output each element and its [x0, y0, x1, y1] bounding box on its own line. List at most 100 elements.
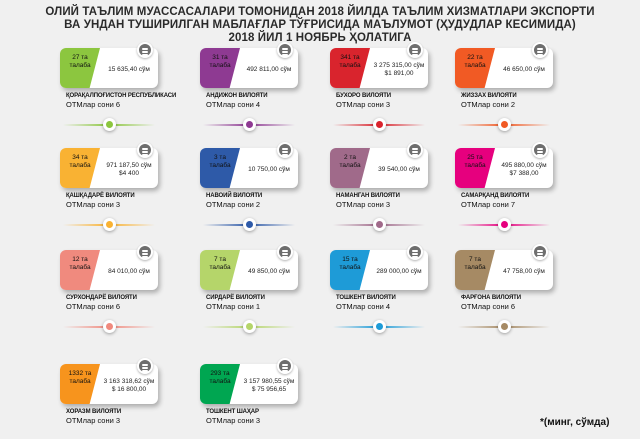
- region-name: ТОШКЕНТ ШАҲАР: [206, 409, 259, 415]
- otm-count-label: ОТМлар сони: [206, 302, 254, 311]
- student-count: 22 та талаба: [464, 54, 486, 69]
- otm-count-value: 3: [385, 200, 391, 209]
- connector-dot: [498, 320, 511, 333]
- title-line-3: 2018 ЙИЛ 1 НОЯБРЬ ҲОЛАТИГА: [228, 32, 412, 44]
- connector-dot: [243, 218, 256, 231]
- otm-count-label: ОТМлар сони: [66, 100, 114, 109]
- region-name: БУХОРО ВИЛОЯТИ: [336, 93, 391, 99]
- amount-sum: 84 010,00 сўм: [108, 268, 150, 275]
- amount-sum: 46 650,00 сўм: [503, 66, 545, 73]
- otm-count-label: ОТМлар сони: [206, 100, 254, 109]
- otm-count: ОТМлар сони 6: [461, 302, 576, 311]
- amount-sum: 3 275 315,00 сўм: [373, 62, 425, 69]
- region-name: ҚАШҚАДАРЁ ВИЛОЯТИ: [66, 193, 135, 199]
- region-name: ҚОРАҚАЛПОҒИСТОН РЕСПУБЛИКАСИ: [66, 93, 177, 99]
- otm-count: ОТМлар сони 3: [206, 416, 321, 425]
- region-name: ФАРҒОНА ВИЛОЯТИ: [461, 295, 521, 301]
- region-card: 2 та талаба 39 540,00 сўм: [330, 142, 428, 188]
- otm-count-value: 1: [255, 302, 261, 311]
- connector-dot: [103, 118, 116, 131]
- region-card: 15 та талаба 289 000,00 сўм: [330, 244, 428, 290]
- otm-count-value: 4: [385, 302, 391, 311]
- amount-block: 492 811,00 сўм: [240, 66, 298, 74]
- amount-block: 47 758,00 сўм: [495, 268, 553, 276]
- dot-connector-icon: [63, 118, 155, 131]
- student-count: 15 та талаба: [339, 256, 361, 271]
- otm-count-value: 3: [385, 100, 391, 109]
- region-name: АНДИЖОН ВИЛОЯТИ: [206, 93, 268, 99]
- amount-sum: 3 157 980,55 сўм: [243, 378, 295, 385]
- otm-count-label: ОТМлар сони: [206, 416, 254, 425]
- otm-count-value: 6: [115, 100, 121, 109]
- amount-usd: $ 75 956,65: [251, 386, 287, 393]
- otm-count: ОТМлар сони 2: [461, 100, 576, 109]
- region-card: 1332 та талаба 3 163 318,62 сўм $ 16 800,0…: [60, 358, 158, 404]
- connector-dot: [373, 218, 386, 231]
- otm-count-value: 6: [115, 302, 121, 311]
- money-stack-icon: [532, 142, 548, 158]
- region-card: 22 та талаба 46 650,00 сўм: [455, 42, 553, 88]
- amount-sum: 971 187,50 сўм: [106, 162, 152, 169]
- student-count: 293 та талаба: [209, 370, 231, 385]
- otm-count: ОТМлар сони 3: [336, 100, 451, 109]
- dot-connector-icon: [333, 118, 425, 131]
- money-stack-icon: [407, 142, 423, 158]
- money-stack-icon: [137, 358, 153, 374]
- amount-sum: 289 000,00 сўм: [376, 268, 422, 275]
- otm-count-label: ОТМлар сони: [336, 100, 384, 109]
- otm-count: ОТМлар сони 4: [336, 302, 451, 311]
- region-card: 31 та талаба 492 811,00 сўм: [200, 42, 298, 88]
- amount-block: 15 635,40 сўм: [100, 66, 158, 74]
- otm-count: ОТМлар сони 6: [66, 100, 181, 109]
- money-stack-icon: [277, 358, 293, 374]
- connector-dot: [103, 320, 116, 333]
- otm-count-value: 6: [510, 302, 516, 311]
- otm-count-label: ОТМлар сони: [461, 100, 509, 109]
- otm-count-label: ОТМлар сони: [66, 416, 114, 425]
- amount-block: 84 010,00 сўм: [100, 268, 158, 276]
- otm-count: ОТМлар сони 7: [461, 200, 576, 209]
- student-count: 25 та талаба: [464, 154, 486, 169]
- connector-dot: [498, 118, 511, 131]
- otm-count-label: ОТМлар сони: [461, 200, 509, 209]
- dot-connector-icon: [458, 218, 550, 231]
- region-name: САМАРҚАНД ВИЛОЯТИ: [461, 193, 530, 199]
- otm-count-value: 3: [115, 416, 121, 425]
- student-count: 2 та талаба: [339, 154, 361, 169]
- region-name: ТОШКЕНТ ВИЛОЯТИ: [336, 295, 396, 301]
- otm-count: ОТМлар сони 3: [66, 200, 181, 209]
- connector-dot: [103, 218, 116, 231]
- amount-sum: 39 540,00 сўм: [378, 166, 420, 173]
- amount-block: 289 000,00 сўм: [370, 268, 428, 276]
- dot-connector-icon: [63, 218, 155, 231]
- otm-count-label: ОТМлар сони: [66, 302, 114, 311]
- amount-block: 46 650,00 сўм: [495, 66, 553, 74]
- student-count: 341 та талаба: [339, 54, 361, 69]
- dot-connector-icon: [203, 218, 295, 231]
- amount-block: 3 157 980,55 сўм $ 75 956,65: [240, 378, 298, 394]
- student-count: 27 та талаба: [69, 54, 91, 69]
- dot-connector-icon: [333, 218, 425, 231]
- footnote: *(минг, сўмда): [540, 417, 610, 428]
- money-stack-icon: [532, 244, 548, 260]
- amount-block: 3 163 318,62 сўм $ 16 800,00: [100, 378, 158, 394]
- otm-count: ОТМлар сони 3: [66, 416, 181, 425]
- student-count: 12 та талаба: [69, 256, 91, 271]
- otm-count: ОТМлар сони 4: [206, 100, 321, 109]
- region-card: 293 та талаба 3 157 980,55 сўм $ 75 956,65: [200, 358, 298, 404]
- money-stack-icon: [532, 42, 548, 58]
- money-stack-icon: [137, 42, 153, 58]
- region-card: 34 та талаба 971 187,50 сўм $4 400: [60, 142, 158, 188]
- dot-connector-icon: [63, 320, 155, 333]
- connector-dot: [498, 218, 511, 231]
- student-count: 7 та талаба: [209, 256, 231, 271]
- otm-count-label: ОТМлар сони: [206, 200, 254, 209]
- amount-sum: 49 850,00 сўм: [248, 268, 290, 275]
- amount-sum: 3 163 318,62 сўм: [103, 378, 155, 385]
- region-name: НАВОИЙ ВИЛОЯТИ: [206, 193, 263, 199]
- amount-sum: 47 758,00 сўм: [503, 268, 545, 275]
- page-title: ОЛИЙ ТАЪЛИМ МУАССАСАЛАРИ ТОМОНИДАН 2018 …: [0, 6, 640, 45]
- otm-count-label: ОТМлар сони: [336, 200, 384, 209]
- dot-connector-icon: [458, 118, 550, 131]
- amount-sum: 10 750,00 сўм: [248, 166, 290, 173]
